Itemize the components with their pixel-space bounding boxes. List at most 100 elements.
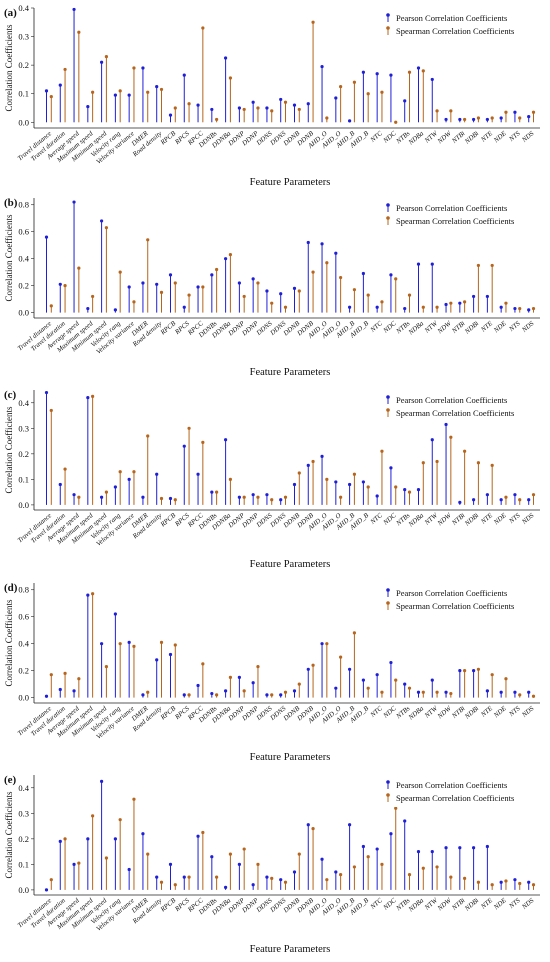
- x-tick-label: NDBi: [463, 130, 480, 146]
- x-tick-label: NTW: [423, 511, 440, 527]
- spearman-marker: [228, 675, 232, 679]
- pearson-marker: [251, 277, 255, 281]
- spearman-marker: [77, 861, 81, 865]
- y-tick-label: 0.2: [18, 449, 29, 459]
- legend-swatch-marker: [386, 793, 390, 797]
- spearman-marker: [228, 76, 232, 80]
- spearman-marker: [339, 275, 343, 280]
- legend-swatch-marker: [386, 395, 390, 399]
- pearson-marker: [127, 93, 131, 97]
- chart-panel: (a) 0.0 0.1 0.2 0.3 0.4 Correlation Coefficien…: [4, 3, 540, 188]
- spearman-marker: [352, 80, 356, 84]
- x-tick-label: NDE: [492, 320, 508, 335]
- spearman-marker: [504, 495, 508, 499]
- pearson-marker: [237, 281, 241, 285]
- spearman-marker: [283, 880, 288, 884]
- pearson-marker: [416, 690, 421, 694]
- spearman-marker: [256, 281, 260, 285]
- pearson-marker: [389, 660, 393, 665]
- x-tick-label: NDW: [436, 511, 454, 528]
- x-tick-label: NTE: [479, 705, 494, 720]
- spearman-marker: [476, 116, 480, 120]
- spearman-marker: [187, 102, 191, 106]
- pearson-marker: [320, 64, 324, 69]
- pearson-marker: [279, 693, 283, 697]
- pearson-marker: [279, 878, 283, 882]
- spearman-marker: [407, 872, 412, 877]
- spearman-marker: [463, 876, 467, 881]
- x-tick-label: NTS: [507, 897, 522, 911]
- pearson-marker: [485, 117, 489, 122]
- spearman-marker: [132, 300, 136, 304]
- pearson-marker: [113, 308, 117, 312]
- pearson-marker: [86, 837, 90, 841]
- pearson-marker: [210, 107, 214, 112]
- pearson-marker: [334, 251, 338, 255]
- pearson-marker: [127, 285, 131, 289]
- legend-box: [382, 392, 538, 422]
- pearson-marker: [141, 66, 145, 70]
- pearson-marker: [86, 104, 90, 109]
- legend-swatch-marker: [386, 203, 390, 207]
- pearson-marker: [44, 390, 49, 395]
- spearman-marker: [63, 671, 67, 675]
- spearman-marker: [173, 106, 177, 110]
- pearson-marker: [155, 282, 159, 286]
- pearson-marker: [113, 93, 117, 97]
- spearman-marker: [435, 305, 439, 309]
- y-tick-label: 0.2: [18, 834, 29, 844]
- pearson-marker: [485, 844, 489, 849]
- spearman-marker: [77, 495, 81, 499]
- spearman-marker: [118, 818, 122, 822]
- pearson-marker: [168, 862, 173, 866]
- spearman-marker: [173, 498, 177, 502]
- spearman-marker: [380, 862, 384, 866]
- pearson-marker: [168, 273, 173, 277]
- x-tick-label: NDC: [382, 130, 398, 145]
- spearman-marker: [311, 827, 315, 831]
- pearson-marker: [444, 422, 448, 427]
- pearson-marker: [141, 693, 145, 697]
- y-tick-label: 0.1: [18, 474, 29, 484]
- pearson-marker: [348, 667, 352, 671]
- spearman-marker: [531, 694, 536, 698]
- spearman-marker: [339, 872, 343, 877]
- spearman-marker: [49, 878, 53, 882]
- pearson-marker: [182, 305, 186, 309]
- spearman-marker: [531, 110, 536, 114]
- x-tick-label: RPCB: [159, 130, 177, 147]
- x-tick-label: NTW: [423, 129, 440, 145]
- x-tick-label: NDBi: [463, 320, 480, 336]
- pearson-marker: [499, 690, 503, 694]
- pearson-marker: [265, 693, 269, 697]
- legend-swatch-marker: [386, 588, 390, 592]
- pearson-marker: [127, 477, 131, 481]
- spearman-marker: [187, 693, 191, 697]
- y-axis-label: Correlation Coefficients: [4, 24, 14, 112]
- pearson-marker: [196, 683, 200, 688]
- pearson-marker: [72, 200, 76, 204]
- pearson-marker: [430, 77, 434, 82]
- x-tick-label: NTS: [507, 320, 522, 334]
- pearson-marker: [389, 466, 393, 470]
- pearson-marker: [306, 667, 310, 671]
- pearson-marker: [485, 689, 489, 693]
- pearson-marker: [320, 857, 324, 861]
- pearson-marker: [430, 678, 434, 682]
- pearson-marker: [444, 846, 448, 850]
- pearson-marker: [513, 690, 517, 694]
- pearson-marker: [265, 493, 269, 497]
- spearman-marker: [256, 495, 260, 499]
- y-tick-label: 0.4: [18, 783, 29, 793]
- legend-label: Spearman Correlation Coefficients: [396, 408, 514, 418]
- pearson-marker: [334, 686, 338, 690]
- x-tick-label: NDS: [520, 512, 536, 527]
- spearman-marker: [449, 875, 453, 879]
- pearson-marker: [527, 114, 531, 119]
- y-tick-label: 0.2: [18, 281, 29, 291]
- pearson-marker: [403, 682, 407, 686]
- spearman-marker: [394, 277, 398, 281]
- pearson-marker: [44, 694, 49, 698]
- pearson-marker: [100, 779, 104, 783]
- x-tick-label: NTC: [369, 130, 384, 145]
